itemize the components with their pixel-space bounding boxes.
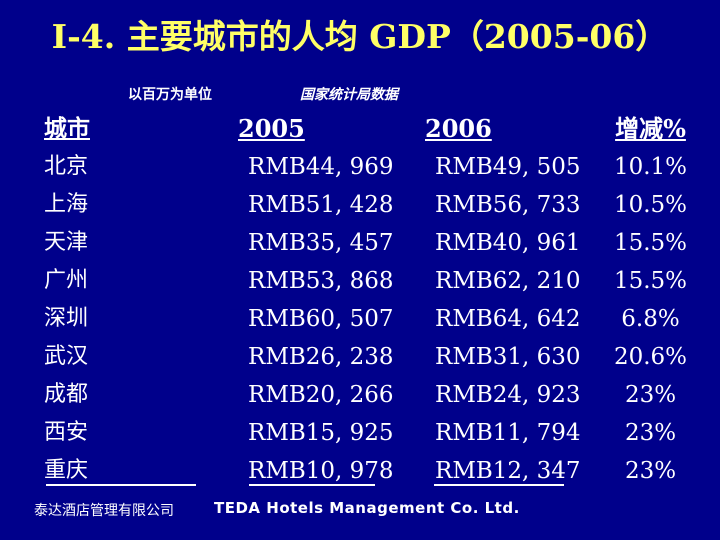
change-column: 增减% 10.1% 10.5% 15.5% 15.5% 6.8% 20.6% 2… (598, 110, 703, 490)
gdp-2006-cell: RMB62, 210 (435, 268, 581, 294)
change-cell: 23% (624, 420, 677, 446)
gdp-2005-cell: RMB44, 969 (248, 154, 394, 180)
year-2005-header: 2005 (238, 114, 305, 143)
table-bottom-rule-2006 (434, 484, 564, 486)
gdp-2006-cell: RMB56, 733 (435, 192, 581, 218)
city-cell: 武汉 (44, 344, 89, 369)
change-cell: 10.1% (613, 154, 688, 180)
gdp-2006-cell: RMB12, 347 (435, 458, 581, 484)
table-bottom-rule-2005 (249, 484, 375, 486)
gdp-2006-cell: RMB24, 923 (435, 382, 581, 408)
gdp-2006-cell: RMB49, 505 (435, 154, 581, 180)
city-cell: 天津 (44, 230, 89, 255)
gdp-2006-cell: RMB11, 794 (435, 420, 581, 446)
change-header: 增减% (615, 114, 686, 143)
change-cell: 6.8% (621, 306, 680, 332)
city-column: 城市 北京 上海 天津 广州 深圳 武汉 成都 西安 重庆 (44, 110, 144, 490)
city-cell: 北京 (44, 154, 89, 179)
footer-company-cn: 泰达酒店管理有限公司 (34, 503, 174, 519)
change-cell: 23% (624, 382, 677, 408)
gdp-2005-cell: RMB26, 238 (248, 344, 394, 370)
units-note: 以百万为单位 (128, 87, 212, 103)
gdp-2006-cell: RMB64, 642 (435, 306, 581, 332)
gdp-2005-cell: RMB20, 266 (248, 382, 394, 408)
city-cell: 重庆 (44, 458, 89, 483)
change-cell: 15.5% (613, 268, 688, 294)
gdp-2005-cell: RMB10, 978 (248, 458, 394, 484)
gdp-2006-column: 2006 RMB49, 505 RMB56, 733 RMB40, 961 RM… (425, 110, 595, 490)
city-header: 城市 (44, 116, 90, 142)
city-cell: 成都 (44, 382, 89, 407)
gdp-2005-cell: RMB35, 457 (248, 230, 394, 256)
city-cell: 西安 (44, 420, 89, 445)
gdp-2006-cell: RMB40, 961 (435, 230, 581, 256)
table-bottom-rule-city (46, 484, 196, 486)
city-cell: 上海 (44, 192, 89, 217)
gdp-2005-column: 2005 RMB44, 969 RMB51, 428 RMB35, 457 RM… (238, 110, 398, 490)
gdp-2006-cell: RMB31, 630 (435, 344, 581, 370)
change-cell: 15.5% (613, 230, 688, 256)
change-cell: 23% (624, 458, 677, 484)
slide-title: I-4. 主要城市的人均 GDP（2005-06） (51, 17, 669, 56)
change-cell: 20.6% (613, 344, 688, 370)
gdp-2005-cell: RMB60, 507 (248, 306, 394, 332)
year-2006-header: 2006 (425, 114, 492, 143)
source-note: 国家统计局数据 (300, 87, 398, 103)
city-cell: 广州 (44, 268, 89, 293)
change-cell: 10.5% (613, 192, 688, 218)
gdp-2005-cell: RMB53, 868 (248, 268, 394, 294)
footer-company-en: TEDA Hotels Management Co. Ltd. (214, 499, 520, 517)
city-cell: 深圳 (44, 306, 89, 331)
gdp-2005-cell: RMB51, 428 (248, 192, 394, 218)
gdp-2005-cell: RMB15, 925 (248, 420, 394, 446)
